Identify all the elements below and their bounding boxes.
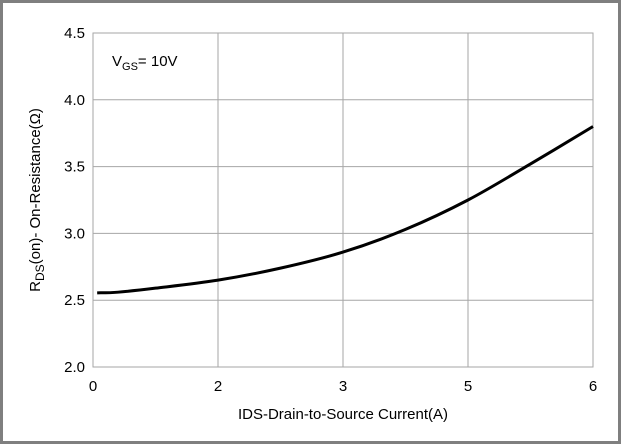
y-label-rest: (on)- On-Resistance(Ω): [27, 108, 44, 264]
x-tick-label: 3: [339, 378, 347, 395]
y-label-main: R: [27, 281, 44, 292]
x-tick-label: 2: [214, 378, 222, 395]
y-tick-label: 2.0: [64, 359, 85, 376]
annotation: VGS= 10V: [112, 53, 178, 73]
y-tick-label: 2.5: [64, 292, 85, 309]
x-tick-label: 6: [589, 378, 597, 395]
annotation-main: V: [112, 53, 122, 70]
x-tick-label: 0: [89, 378, 97, 395]
plot-area: 2.0 2.5 3.0 3.5 4.0 4.5 0 2 3 5 6: [64, 25, 597, 395]
y-tick-label: 4.5: [64, 25, 85, 42]
plot-border: [92, 32, 594, 368]
y-label-sub: DS: [33, 264, 47, 281]
x-tick-label: 5: [464, 378, 472, 395]
y-tick-label: 3.0: [64, 225, 85, 242]
y-tick-label: 3.5: [64, 159, 85, 176]
data-line: [97, 125, 594, 295]
y-axis-label: RDS(on)- On-Resistance(Ω): [27, 108, 47, 292]
annotation-rest: = 10V: [138, 53, 178, 70]
y-tick-label: 4.0: [64, 92, 85, 109]
annotation-sub: GS: [122, 61, 138, 73]
x-axis-label: IDS-Drain-to-Source Current(A): [238, 406, 448, 423]
